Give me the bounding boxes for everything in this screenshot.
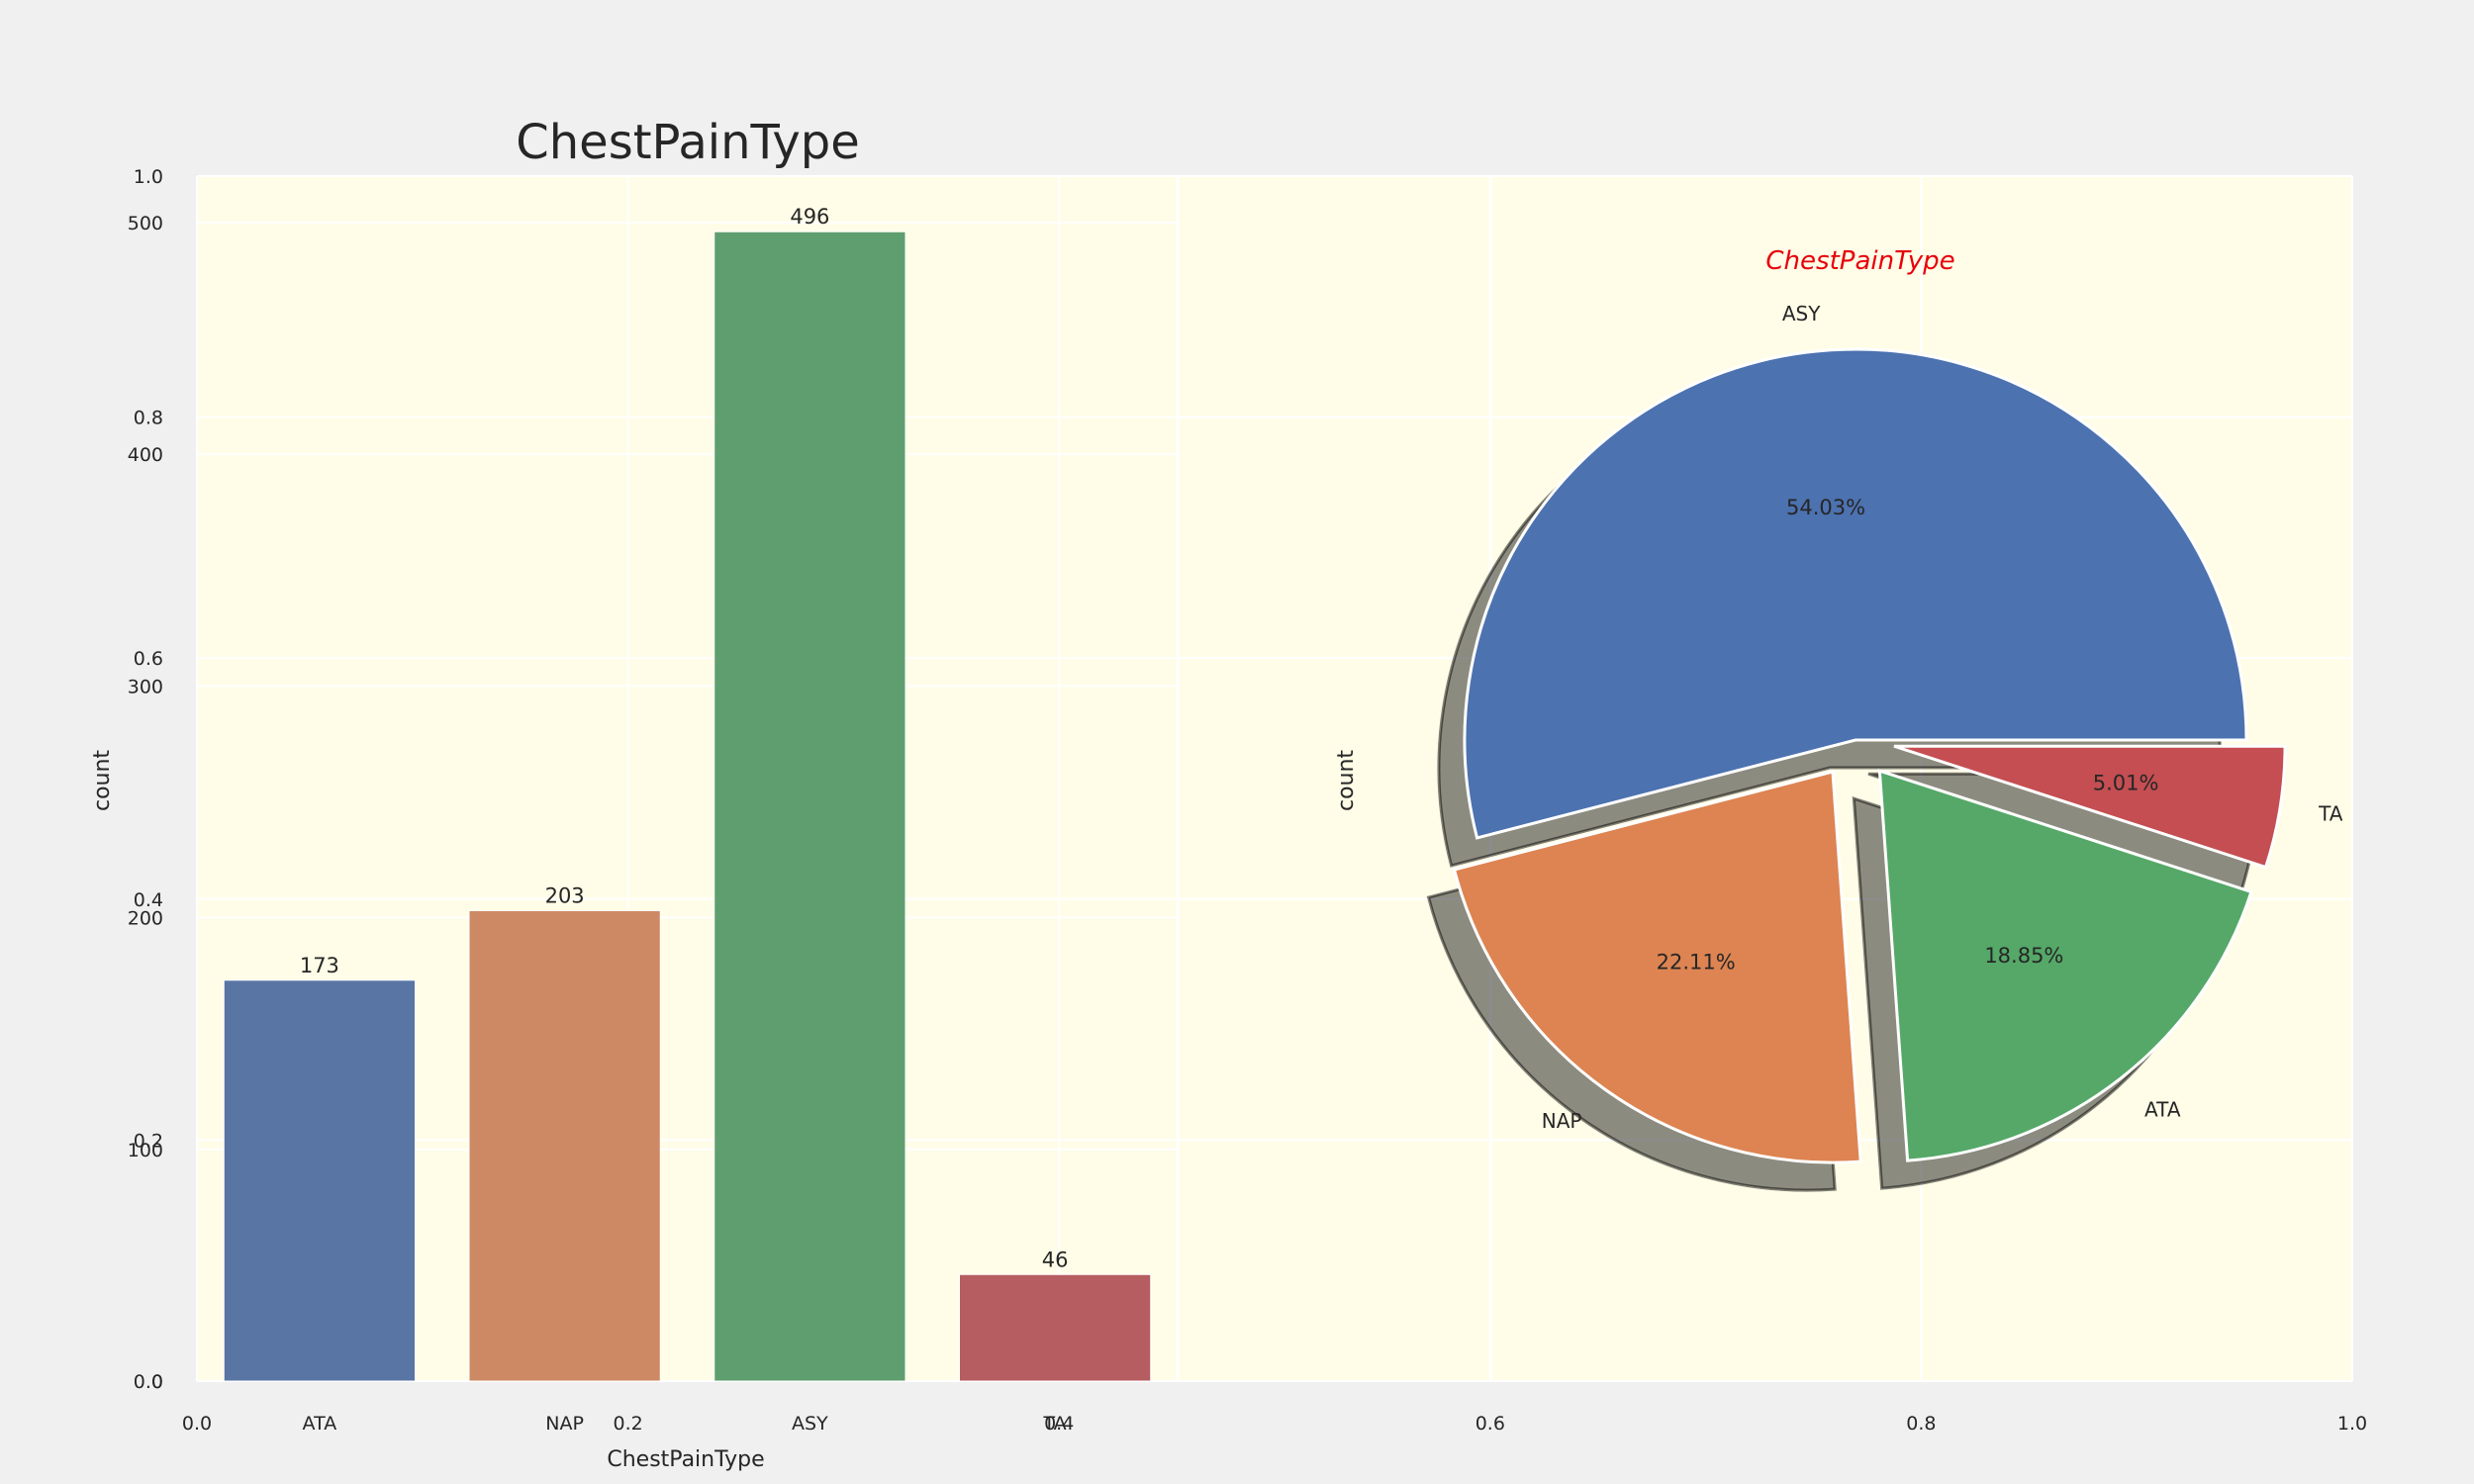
pie-slice-label: ASY (1782, 302, 1821, 325)
bar-y-tick-label: 300 (128, 676, 163, 697)
bar-y-ticks: 0 100 200 300 400 500 (128, 213, 163, 1393)
bar-y-tick-label: 200 (128, 908, 163, 930)
bar-data-labels: 173 203 496 46 (300, 205, 1069, 1271)
pie-percent-label: 18.85% (1984, 944, 2063, 968)
pie-percent-label: 22.11% (1657, 951, 1736, 974)
pie-slice-label: TA (2318, 801, 2343, 825)
bar-value-label: 496 (790, 205, 829, 229)
pie-slice-label: NAP (1542, 1109, 1582, 1133)
pie-percent-label: 54.03% (1786, 496, 1865, 519)
bar-chart-title: ChestPainType (516, 115, 860, 170)
outer-y-tick-label: 0.2 (134, 1130, 163, 1152)
bar-x-tick-label: ASY (792, 1413, 828, 1435)
bar-x-tick-label: TA (1043, 1413, 1067, 1435)
pie-chart: 54.03% 22.11% 18.85% 5.01% ASY NAP ATA TA Ches… (1178, 176, 2352, 1381)
pie-chart-title: ChestPainType (1765, 246, 1954, 276)
bar-asy (714, 231, 906, 1382)
outer-y-tick-label: 1.0 (134, 166, 163, 188)
bar-x-axis-label: ChestPainType (607, 1447, 764, 1472)
outer-x-tick-label: 0.6 (1475, 1413, 1505, 1435)
bars (223, 231, 1152, 1382)
pie-slice-ta (1893, 744, 2287, 870)
bar-x-tick-label: NAP (545, 1413, 584, 1435)
bar-y-tick-label: 100 (128, 1140, 163, 1161)
outer-y-tick-label: 0.6 (134, 648, 163, 670)
bar-x-ticks: ATA NAP ASY TA (303, 1413, 1067, 1435)
outer-x-tick-label: 0.4 (1044, 1413, 1074, 1435)
outer-x-tick-label: 1.0 (2337, 1413, 2367, 1435)
outer-x-tick-label: 0.8 (1906, 1413, 1936, 1435)
pie-slices (1452, 347, 2287, 1164)
pie-percent-label: 5.01% (2093, 771, 2159, 794)
pie-slice-labels: ASY NAP ATA TA (1542, 302, 2343, 1133)
pie-slice-asy (1463, 347, 2248, 840)
outer-y-ticks: 0.0 0.2 0.4 0.6 0.8 1.0 (134, 166, 163, 1393)
pie-slice-nap (1452, 770, 1862, 1164)
pie-percent-labels: 54.03% 22.11% 18.85% 5.01% (1657, 496, 2159, 974)
outer-x-ticks: 0.0 0.2 0.4 0.6 0.8 1.0 (182, 1413, 2367, 1435)
bar-y-axis-label: count (90, 750, 115, 811)
outer-y-tick-label: 0.4 (134, 889, 163, 911)
bar-y-tick-label: 400 (128, 444, 163, 466)
outer-y-tick-label: 0.0 (134, 1371, 163, 1393)
bar-y-tick-label: 0 (151, 1371, 163, 1393)
outer-y-tick-label: 0.8 (134, 408, 163, 429)
bar-chart: 173 203 496 46 0 100 200 300 400 500 ATA NAP ASY TA… (90, 115, 1180, 1472)
bar-y-tick-label: 500 (128, 213, 163, 234)
bar-ata (223, 979, 416, 1382)
bar-value-label: 46 (1042, 1248, 1069, 1271)
pie-y-axis-label: count (1334, 750, 1359, 811)
bar-x-tick-label: ATA (303, 1413, 337, 1435)
pie-slice-label: ATA (2144, 1097, 2181, 1121)
bar-ta (959, 1273, 1152, 1382)
pie-slice-ata (1877, 768, 2253, 1162)
bar-nap (468, 910, 661, 1382)
bar-value-label: 173 (300, 954, 339, 977)
outer-x-tick-label: 0.2 (613, 1413, 642, 1435)
outer-x-tick-label: 0.0 (182, 1413, 212, 1435)
bar-value-label: 203 (545, 884, 585, 908)
